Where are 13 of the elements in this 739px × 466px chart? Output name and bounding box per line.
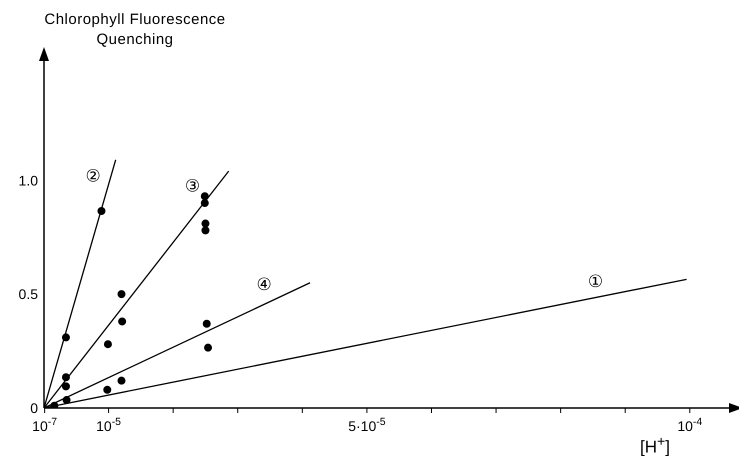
x-tick-label: 10$^{-7}$ (32, 416, 58, 434)
y-tick-label: 1.0 (18, 172, 38, 188)
series-label: ① (588, 272, 604, 292)
y-tick-label: 0 (30, 400, 38, 416)
x-axis-title: [H$^{+}$] (640, 434, 670, 458)
series-label: ④ (256, 274, 272, 295)
x-tick-label: 10$^{-4}$ (677, 416, 702, 434)
x-tick-label: 10$^{-5}$ (96, 416, 122, 434)
y-tick-label: 0.5 (18, 286, 38, 302)
y-axis-title: Chlorophyll Fluorescence Quenching (43, 10, 227, 50)
series-label: ② (85, 166, 101, 187)
x-tick-label: 5·10$^{-5}$ (348, 416, 386, 434)
series-label: ③ (184, 176, 200, 197)
